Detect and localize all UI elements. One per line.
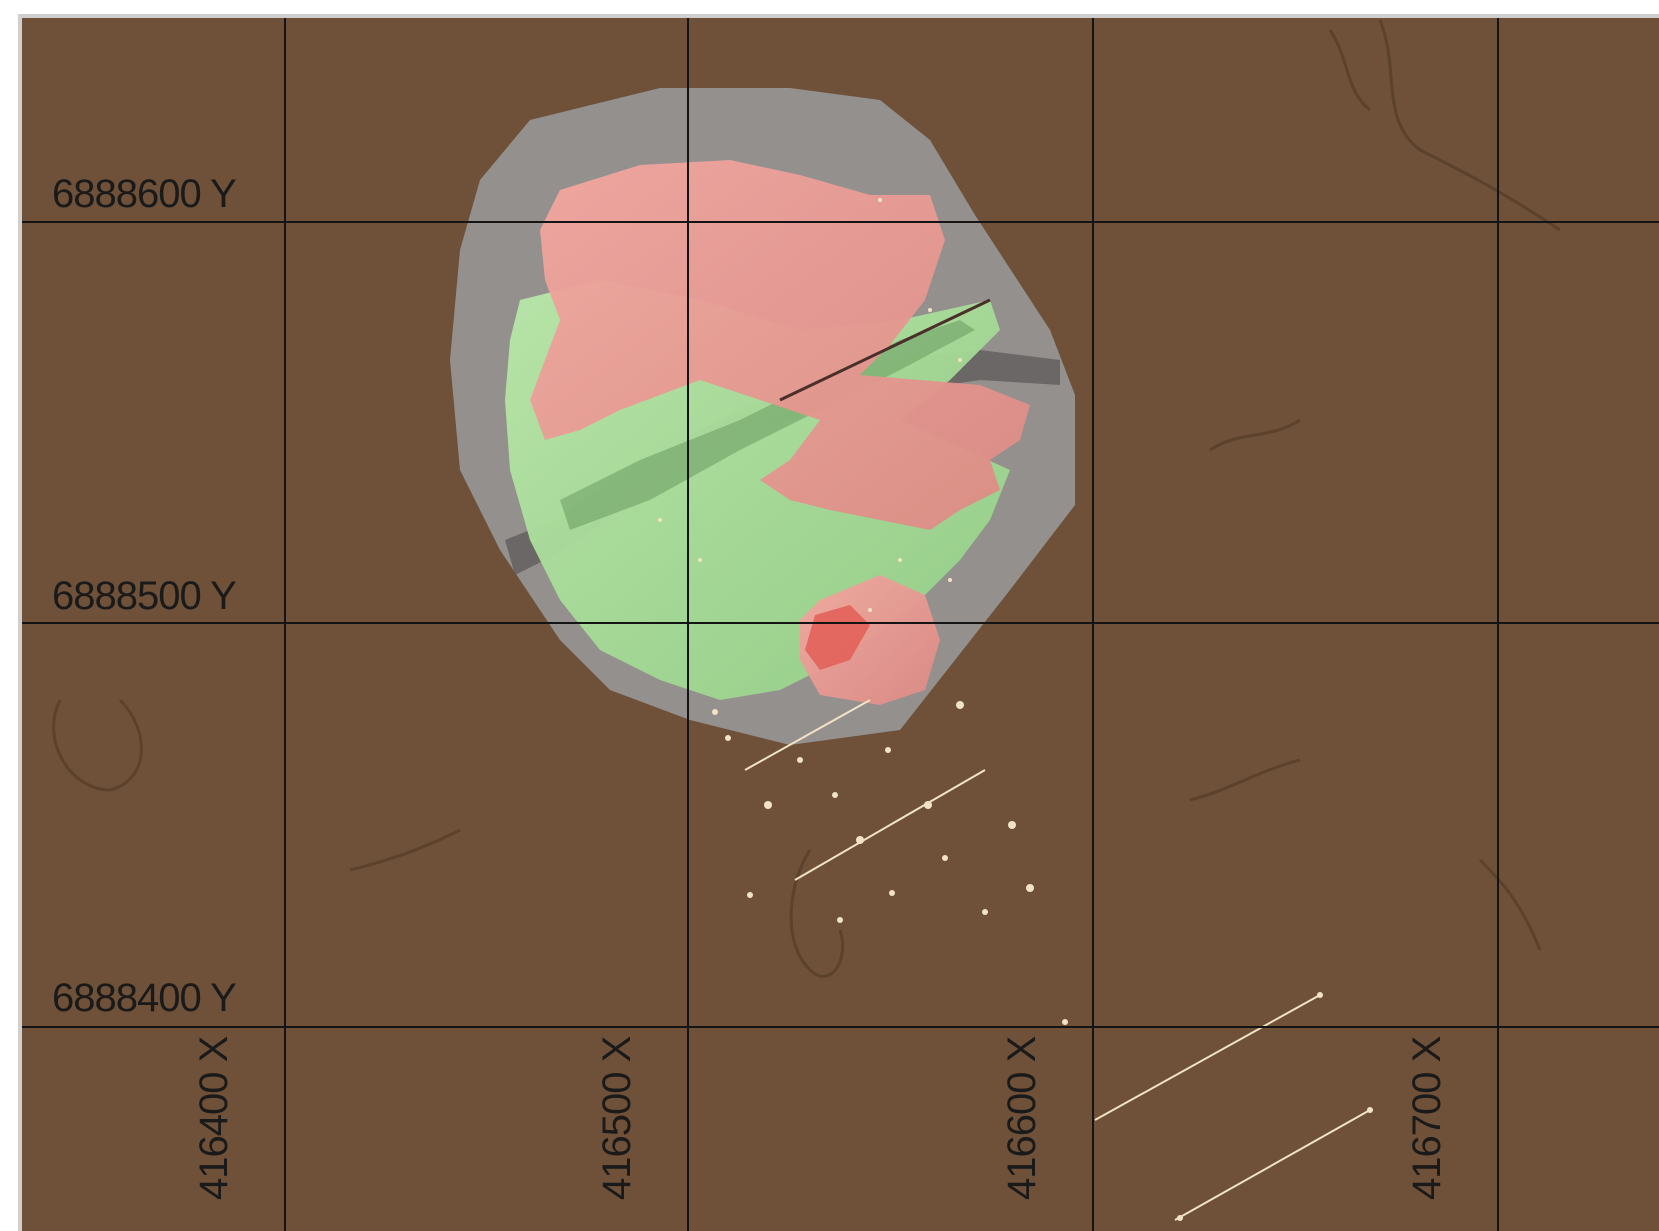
zone-green-core bbox=[560, 320, 975, 530]
grid-label-x-416500: 416500 X bbox=[595, 1036, 639, 1200]
grid-label-x-416600: 416600 X bbox=[1000, 1036, 1044, 1200]
grid-label-y-6888500: 6888500 Y bbox=[52, 574, 237, 618]
zone-pink-lower bbox=[800, 575, 940, 705]
grid-label-y-6888600: 6888600 Y bbox=[52, 172, 237, 216]
grid-label-x-416700: 416700 X bbox=[1405, 1036, 1449, 1200]
drill-traces bbox=[744, 298, 1371, 1221]
grid-label-y-6888400: 6888400 Y bbox=[52, 976, 237, 1020]
zone-pink bbox=[530, 160, 1030, 530]
grid-lines bbox=[22, 18, 1659, 1231]
grid-label-x-416400: 416400 X bbox=[192, 1036, 236, 1200]
zone-red-highlight bbox=[805, 605, 870, 670]
drill-points bbox=[658, 198, 1373, 1221]
